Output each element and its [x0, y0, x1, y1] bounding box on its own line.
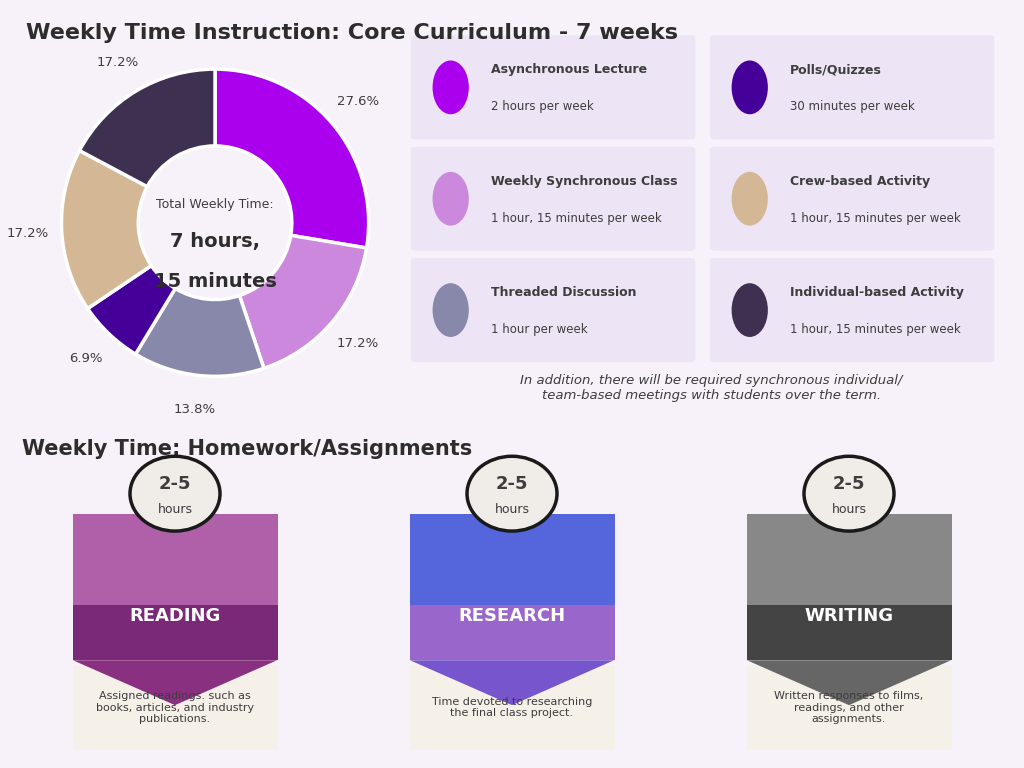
Text: Total Weekly Time:: Total Weekly Time:	[157, 198, 273, 210]
Text: 2-5: 2-5	[159, 475, 191, 493]
Ellipse shape	[731, 283, 768, 337]
FancyBboxPatch shape	[746, 514, 952, 604]
Text: 30 minutes per week: 30 minutes per week	[791, 101, 915, 114]
Ellipse shape	[432, 283, 469, 337]
Text: hours: hours	[831, 503, 866, 516]
Text: Assigned readings. such as
books, articles, and industry
publications.: Assigned readings. such as books, articl…	[96, 691, 254, 724]
Text: Weekly Synchronous Class: Weekly Synchronous Class	[492, 174, 678, 187]
Text: 1 hour, 15 minutes per week: 1 hour, 15 minutes per week	[492, 212, 662, 225]
Wedge shape	[240, 235, 367, 369]
Text: In addition, there will be required synchronous individual/
team-based meetings : In addition, there will be required sync…	[520, 374, 903, 402]
Text: 2-5: 2-5	[496, 475, 528, 493]
Text: 15 minutes: 15 minutes	[154, 272, 276, 290]
FancyBboxPatch shape	[410, 604, 615, 628]
Text: 7 hours,: 7 hours,	[170, 232, 260, 250]
Text: Time devoted to researching
the final class project.: Time devoted to researching the final cl…	[432, 697, 592, 718]
Text: Asynchronous Lecture: Asynchronous Lecture	[492, 63, 647, 76]
Text: 13.8%: 13.8%	[174, 402, 216, 415]
Text: hours: hours	[495, 503, 529, 516]
FancyBboxPatch shape	[746, 604, 952, 628]
Text: 27.6%: 27.6%	[337, 95, 379, 108]
Text: 1 hour, 15 minutes per week: 1 hour, 15 minutes per week	[791, 212, 961, 225]
Text: 1 hour, 15 minutes per week: 1 hour, 15 minutes per week	[791, 323, 961, 336]
Ellipse shape	[731, 61, 768, 114]
FancyBboxPatch shape	[746, 665, 952, 750]
Text: 17.2%: 17.2%	[96, 56, 139, 69]
FancyBboxPatch shape	[73, 665, 278, 750]
FancyBboxPatch shape	[410, 514, 615, 604]
FancyBboxPatch shape	[73, 628, 278, 660]
Text: 17.2%: 17.2%	[7, 227, 49, 240]
Ellipse shape	[432, 172, 469, 226]
Polygon shape	[73, 660, 278, 705]
FancyBboxPatch shape	[710, 258, 994, 362]
Text: 6.9%: 6.9%	[70, 353, 103, 366]
Wedge shape	[215, 69, 369, 248]
Polygon shape	[410, 660, 614, 705]
Text: Individual-based Activity: Individual-based Activity	[791, 286, 964, 299]
FancyBboxPatch shape	[73, 514, 278, 604]
Text: 1 hour per week: 1 hour per week	[492, 323, 588, 336]
Text: Crew-based Activity: Crew-based Activity	[791, 174, 931, 187]
Text: Weekly Time: Homework/Assignments: Weekly Time: Homework/Assignments	[22, 439, 472, 458]
Wedge shape	[135, 289, 264, 376]
Text: 2 hours per week: 2 hours per week	[492, 101, 594, 114]
Ellipse shape	[467, 456, 557, 531]
Text: WRITING: WRITING	[805, 607, 894, 625]
Text: hours: hours	[158, 503, 193, 516]
FancyBboxPatch shape	[411, 258, 695, 362]
Ellipse shape	[130, 456, 220, 531]
Text: 17.2%: 17.2%	[337, 337, 379, 350]
FancyBboxPatch shape	[710, 35, 994, 140]
Text: RESEARCH: RESEARCH	[459, 607, 565, 625]
Text: READING: READING	[129, 607, 221, 625]
FancyBboxPatch shape	[410, 628, 615, 660]
Text: Written responses to films,
readings, and other
assignments.: Written responses to films, readings, an…	[774, 691, 924, 724]
FancyBboxPatch shape	[710, 147, 994, 250]
FancyBboxPatch shape	[73, 604, 278, 628]
Text: Weekly Time Instruction: Core Curriculum - 7 weeks: Weekly Time Instruction: Core Curriculum…	[26, 23, 678, 43]
Text: Polls/Quizzes: Polls/Quizzes	[791, 63, 882, 76]
Ellipse shape	[804, 456, 894, 531]
FancyBboxPatch shape	[410, 665, 615, 750]
Text: Threaded Discussion: Threaded Discussion	[492, 286, 637, 299]
Ellipse shape	[731, 172, 768, 226]
Ellipse shape	[432, 61, 469, 114]
FancyBboxPatch shape	[411, 35, 695, 140]
FancyBboxPatch shape	[411, 147, 695, 250]
Wedge shape	[88, 266, 175, 354]
Wedge shape	[61, 151, 152, 309]
Text: 2-5: 2-5	[833, 475, 865, 493]
FancyBboxPatch shape	[746, 628, 952, 660]
Polygon shape	[746, 660, 951, 705]
Wedge shape	[80, 69, 215, 187]
